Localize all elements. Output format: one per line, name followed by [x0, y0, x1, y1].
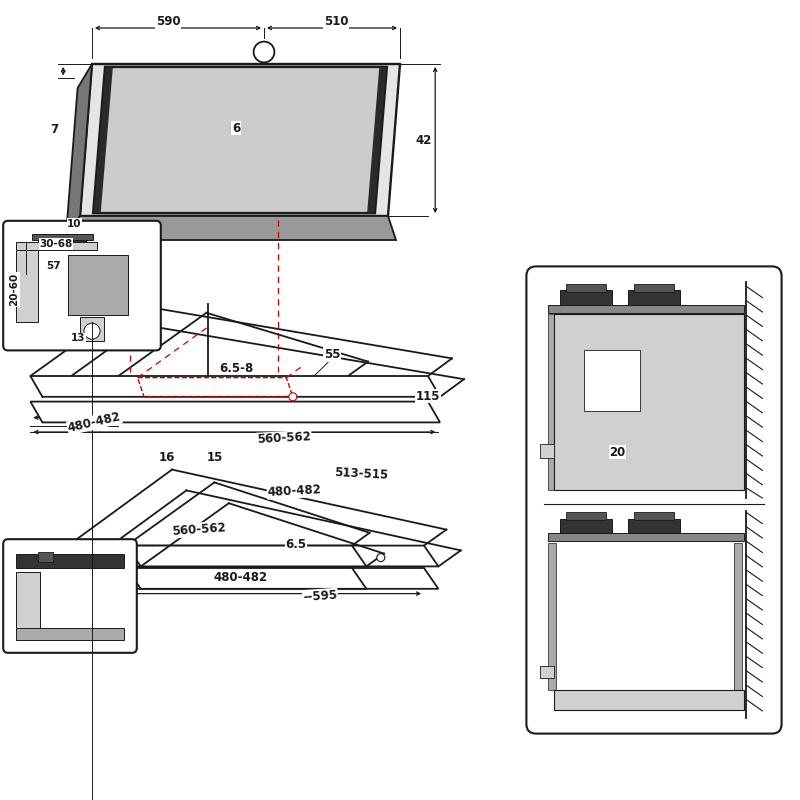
Text: 560-562: 560-562	[171, 522, 226, 538]
Bar	[734, 314, 742, 490]
Bar	[548, 543, 556, 690]
Bar	[16, 246, 38, 322]
Polygon shape	[68, 568, 438, 589]
Bar	[734, 543, 742, 690]
Bar	[548, 534, 744, 542]
Bar	[38, 552, 53, 562]
Polygon shape	[101, 68, 379, 212]
Bar	[38, 235, 86, 248]
Bar	[560, 290, 612, 305]
Polygon shape	[30, 376, 440, 397]
Text: 480-482: 480-482	[267, 483, 322, 499]
Text: 7: 7	[50, 123, 58, 136]
Text: 560-562: 560-562	[257, 430, 311, 446]
Bar	[32, 234, 93, 240]
Circle shape	[377, 554, 385, 562]
Polygon shape	[126, 568, 366, 589]
FancyBboxPatch shape	[3, 539, 137, 653]
Bar	[566, 513, 606, 521]
Bar	[628, 519, 680, 534]
Bar	[540, 666, 554, 678]
Text: 55: 55	[324, 348, 340, 361]
Text: 510: 510	[324, 15, 348, 28]
Text: 20: 20	[610, 446, 626, 458]
Polygon shape	[80, 64, 400, 216]
Bar	[634, 284, 674, 292]
Polygon shape	[93, 66, 387, 214]
Polygon shape	[66, 216, 396, 240]
Text: 10: 10	[67, 219, 82, 229]
Circle shape	[254, 42, 274, 62]
Bar	[584, 350, 640, 411]
Text: 480-482: 480-482	[66, 410, 122, 435]
Text: 6.5: 6.5	[286, 538, 306, 550]
Bar	[628, 290, 680, 305]
Circle shape	[289, 393, 297, 401]
Text: 6.5-8: 6.5-8	[219, 362, 253, 374]
Bar	[560, 519, 612, 534]
Bar	[16, 242, 98, 250]
Bar	[16, 554, 124, 568]
Text: 513-515: 513-515	[334, 466, 389, 482]
Text: --595: --595	[302, 588, 338, 604]
Text: 30-68: 30-68	[39, 239, 73, 249]
Text: 20-60: 20-60	[10, 273, 19, 306]
Text: 57: 57	[46, 261, 61, 270]
Text: 16: 16	[158, 451, 174, 464]
Circle shape	[84, 323, 100, 339]
Text: 42: 42	[416, 134, 432, 146]
Bar	[554, 690, 744, 710]
FancyBboxPatch shape	[526, 266, 782, 734]
Bar	[68, 255, 128, 315]
Polygon shape	[30, 402, 440, 422]
Bar	[566, 284, 606, 292]
Polygon shape	[68, 546, 438, 566]
Bar	[548, 305, 744, 313]
Text: 590: 590	[156, 15, 180, 28]
Text: 13: 13	[71, 334, 86, 343]
Text: 15: 15	[206, 451, 222, 464]
Text: 115: 115	[416, 390, 440, 402]
Text: 480-482: 480-482	[213, 571, 267, 584]
Polygon shape	[126, 546, 366, 566]
Bar	[16, 572, 40, 632]
Text: 6: 6	[232, 122, 240, 134]
Bar	[548, 314, 556, 490]
Polygon shape	[66, 64, 92, 240]
Bar	[16, 628, 124, 640]
Bar	[634, 513, 674, 521]
FancyBboxPatch shape	[3, 221, 161, 350]
Bar	[554, 314, 744, 490]
Bar	[540, 444, 554, 458]
Bar	[80, 317, 104, 341]
